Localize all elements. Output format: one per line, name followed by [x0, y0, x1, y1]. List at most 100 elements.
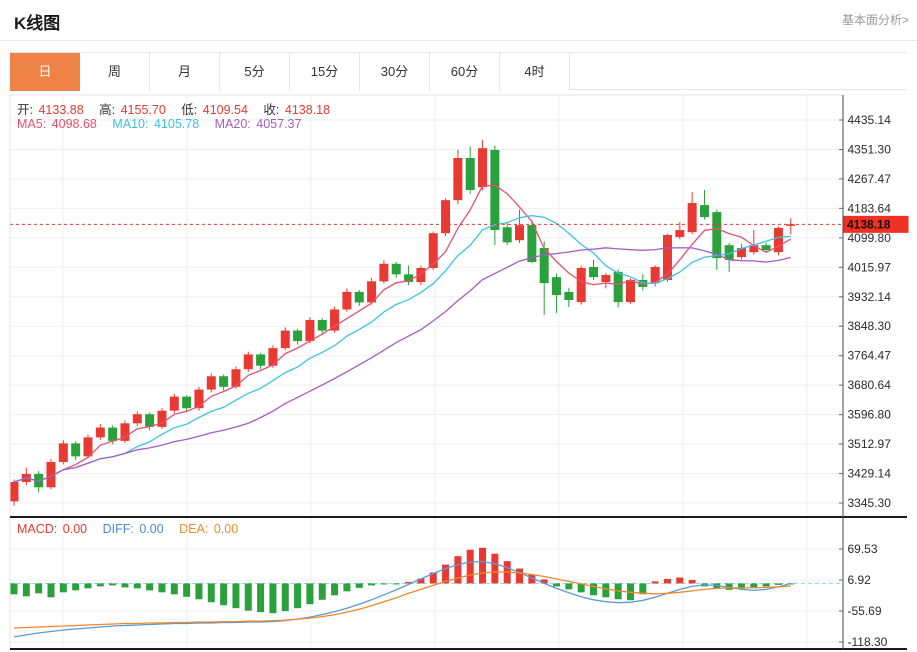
macd-bar — [232, 583, 240, 609]
tab-60分[interactable]: 60分 — [430, 53, 500, 91]
ma20-label: MA20: — [214, 117, 251, 131]
candle-body — [564, 291, 574, 300]
high-label: 高: — [99, 103, 116, 117]
macd-bar — [35, 583, 43, 594]
macd-bar — [244, 583, 252, 611]
macd-legend: MACD: 0.00 DIFF: 0.00 DEA: 0.00 — [17, 522, 240, 536]
y-axis-label: 4435.14 — [848, 113, 892, 127]
ma5-label: MA5: — [17, 117, 47, 131]
candle-body — [453, 158, 463, 201]
candle-body — [502, 227, 512, 243]
candle-body — [367, 281, 377, 303]
candle-body — [293, 330, 303, 342]
candle-body — [305, 320, 315, 342]
candle-body — [120, 423, 130, 441]
macd-bar — [553, 583, 561, 587]
tab-周[interactable]: 周 — [80, 53, 150, 91]
dea-value: 0.00 — [213, 522, 239, 536]
macd-bar — [479, 547, 487, 584]
macd-bar — [72, 583, 80, 591]
candle-body — [527, 225, 537, 263]
macd-bar — [737, 583, 745, 589]
macd-bar — [170, 583, 178, 595]
macd-bar — [47, 583, 55, 598]
candle-body — [478, 148, 488, 188]
y-axis-label: 4183.64 — [848, 201, 892, 215]
candle-body — [773, 227, 783, 253]
macd-bar — [355, 583, 363, 588]
y-axis-label: 3512.97 — [848, 437, 892, 451]
candle-body — [589, 266, 599, 278]
candle-body — [157, 410, 167, 427]
tab-4时[interactable]: 4时 — [500, 53, 570, 91]
y-axis-label: 3345.30 — [848, 496, 892, 510]
candle-body — [46, 461, 56, 488]
ma10-label: MA10: — [112, 117, 149, 131]
candle-body — [428, 233, 438, 269]
y-axis-label: 3848.30 — [848, 319, 892, 333]
macd-bar — [207, 583, 215, 603]
macd-bar — [146, 583, 154, 591]
macd-bar — [368, 583, 376, 586]
macd-label: MACD: — [17, 522, 58, 536]
ohlc-legend: 开: 4133.88 高: 4155.70 低: 4109.54 收: 4138… — [17, 99, 332, 118]
macd-bar — [442, 564, 450, 584]
high-value: 4155.70 — [120, 103, 166, 117]
candle-body — [169, 396, 179, 411]
current-price-badge — [843, 215, 909, 233]
macd-bar — [565, 583, 573, 590]
candle-body — [490, 149, 500, 231]
macd-bar — [158, 583, 166, 593]
y-axis-label: 6.92 — [848, 573, 872, 587]
y-axis-label: 3932.14 — [848, 290, 892, 304]
macd-bar — [294, 583, 302, 609]
ma20-value: 4057.37 — [256, 117, 302, 131]
dif-line — [13, 560, 791, 638]
page-header: K线图 基本面分析> — [0, 0, 917, 41]
candle-body — [465, 158, 475, 190]
candle-body — [194, 389, 204, 409]
tab-30分[interactable]: 30分 — [360, 53, 430, 91]
macd-bar — [725, 583, 733, 590]
diff-label: DIFF: — [102, 522, 134, 536]
macd-bar — [688, 579, 696, 584]
ma20-line — [13, 247, 791, 483]
macd-bar — [429, 572, 437, 584]
macd-bar — [417, 578, 425, 584]
macd-bar — [528, 574, 536, 584]
tab-月[interactable]: 月 — [150, 53, 220, 91]
candle-body — [132, 414, 142, 424]
macd-bar — [195, 583, 203, 600]
macd-bar — [750, 583, 758, 588]
macd-bar — [405, 581, 413, 584]
candle-body — [391, 263, 401, 275]
y-axis-label: 4351.30 — [848, 142, 892, 156]
macd-bar — [331, 583, 339, 596]
fundamental-analysis-link[interactable]: 基本面分析> — [841, 13, 909, 27]
macd-bar — [762, 583, 770, 587]
candle-body — [441, 200, 451, 234]
candle-body — [108, 427, 118, 441]
ma-legend: MA5: 4098.68 MA10: 4105.78 MA20: 4057.37 — [17, 117, 303, 131]
tab-日[interactable]: 日 — [10, 53, 80, 91]
macd-bar — [639, 583, 647, 595]
macd-bar — [651, 581, 659, 584]
candle-body — [342, 291, 352, 310]
candle-body — [416, 268, 426, 283]
candle-body — [786, 224, 796, 226]
tab-15分[interactable]: 15分 — [290, 53, 360, 91]
candle-body — [552, 277, 562, 296]
candle-body — [317, 320, 327, 331]
macd-bar — [22, 583, 30, 597]
ma10-value: 4105.78 — [153, 117, 200, 131]
tab-5分[interactable]: 5分 — [220, 53, 290, 91]
macd-bar — [133, 583, 141, 589]
candle-body — [206, 376, 216, 390]
candle-body — [145, 414, 155, 427]
low-label: 低: — [181, 103, 198, 117]
macd-bar — [663, 578, 671, 584]
candle-body — [354, 291, 364, 303]
candle-body — [736, 247, 746, 258]
y-axis-label: 69.53 — [848, 542, 878, 556]
